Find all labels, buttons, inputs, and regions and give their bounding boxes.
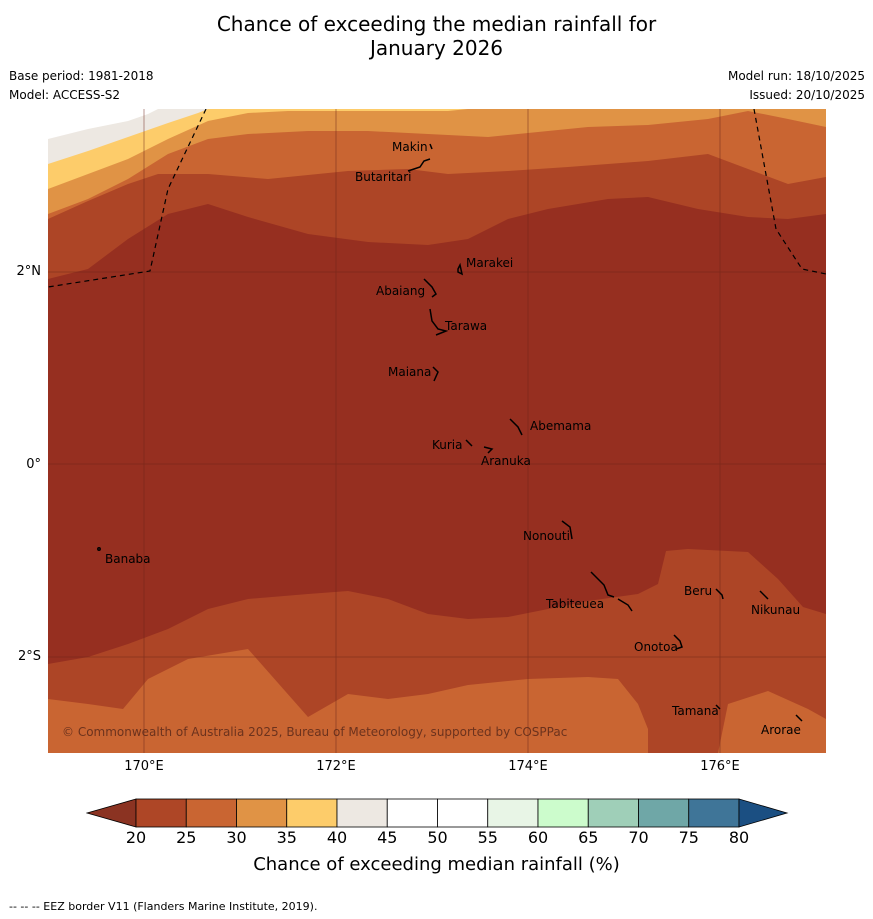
colorbar-tick-40: 40	[326, 828, 348, 847]
island-beru-shape	[715, 588, 724, 600]
colorbar-segment-c65_70	[587, 798, 639, 828]
colorbar-segment-c40_45	[336, 798, 388, 828]
band-25-30-south	[48, 649, 648, 753]
island-tabiteuea-shape-n	[590, 571, 615, 598]
issued-date: Issued: 20/10/2025	[749, 88, 865, 102]
colorbar	[86, 798, 789, 828]
island-abemama-shape	[509, 418, 523, 436]
colorbar-tick-60: 60	[527, 828, 549, 847]
colorbar-segment-c70_75	[638, 798, 690, 828]
meta-right: Model run: 18/10/2025 Issued: 20/10/2025	[728, 67, 865, 105]
place-label-arorae: Arorae	[761, 723, 801, 737]
colorbar-tick-35: 35	[276, 828, 297, 847]
meta-left: Base period: 1981-2018 Model: ACCESS-S2	[9, 67, 154, 105]
place-label-abemama: Abemama	[530, 419, 591, 433]
colorbar-segment-c60_65	[537, 798, 589, 828]
island-tabiteuea-shape-s	[617, 598, 633, 612]
place-label-tarawa: Tarawa	[444, 319, 487, 333]
island-marakei-shape	[457, 262, 464, 276]
island-butaritari-shape	[407, 158, 431, 172]
colorbar-tick-50: 50	[427, 828, 448, 847]
place-label-kuria: Kuria	[432, 438, 463, 452]
place-label-banaba: Banaba	[105, 552, 151, 566]
colorbar-tick-70: 70	[628, 828, 649, 847]
colorbar-tick-45: 45	[377, 828, 398, 847]
island-onotoa-shape	[673, 634, 683, 650]
colorbar-segment-c20_25	[135, 798, 187, 828]
colorbar-tick-55: 55	[477, 828, 498, 847]
island-makin-shape	[429, 143, 433, 150]
island-nonouti-shape	[561, 520, 573, 540]
place-label-maiana: Maiana	[388, 365, 431, 379]
island-outlines	[97, 143, 803, 722]
island-kuria-shape	[465, 439, 473, 447]
colorbar-tick-25: 25	[176, 828, 197, 847]
colorbar-tick-20: 20	[125, 828, 147, 847]
copyright-notice: © Commonwealth of Australia 2025, Bureau…	[62, 725, 567, 739]
colorbar-tick-75: 75	[678, 828, 699, 847]
band-35-40-north	[48, 109, 468, 189]
lat-label-0: 0°	[26, 457, 41, 472]
place-labels: Makin Butaritari Marakei Abaiang Tarawa …	[105, 140, 801, 737]
title-line-1: Chance of exceeding the median rainfall …	[216, 12, 657, 36]
model-run: Model run: 18/10/2025	[727, 69, 865, 83]
colorbar-segment-c25_30	[185, 798, 237, 828]
colorbar-segment-c55_60	[487, 798, 539, 828]
place-label-beru: Beru	[684, 584, 712, 598]
island-tarawa-shape	[429, 308, 449, 336]
island-tamana-shape	[715, 704, 721, 710]
colorbar-segment-c30_35	[236, 798, 288, 828]
title-line-2: January 2026	[369, 36, 504, 60]
place-label-makin: Makin	[392, 140, 428, 154]
colorbar-extend-high	[738, 798, 789, 828]
gridlines	[48, 109, 826, 753]
place-label-nikunau: Nikunau	[751, 603, 800, 617]
island-nikunau-shape	[759, 590, 769, 600]
colorbar-segment-c50_55	[437, 798, 489, 828]
place-label-nonouti: Nonouti	[523, 529, 570, 543]
eez-footnote: -- -- -- EEZ border V11 (Flanders Marine…	[9, 900, 318, 913]
base-period: Base period: 1981-2018	[9, 69, 154, 83]
island-aranuka-shape	[483, 446, 494, 454]
place-label-abaiang: Abaiang	[376, 284, 425, 298]
island-banaba-shape	[97, 547, 101, 551]
lon-label-174: 174°E	[508, 759, 548, 774]
lon-label-172: 172°E	[316, 759, 356, 774]
colorbar-tick-65: 65	[578, 828, 599, 847]
place-label-tamana: Tamana	[671, 704, 719, 718]
lat-label-2n: 2°N	[16, 264, 42, 279]
place-label-aranuka: Aranuka	[481, 454, 531, 468]
colorbar-extend-low	[86, 798, 137, 828]
island-arorae-shape	[795, 714, 803, 722]
band-above-north-edge	[48, 109, 158, 139]
island-maiana-shape	[432, 366, 439, 382]
colorbar-segment-c35_40	[286, 798, 338, 828]
colorbar-segments	[86, 798, 789, 828]
lon-label-176: 176°E	[700, 759, 740, 774]
lon-label-170: 170°E	[124, 759, 164, 774]
place-label-marakei: Marakei	[466, 256, 513, 270]
island-abaiang-shape	[423, 278, 437, 298]
lat-label-2s: 2°S	[17, 649, 41, 664]
chart-title: Chance of exceeding the median rainfall …	[0, 12, 873, 60]
eez-borders	[48, 109, 826, 288]
rainfall-map: Makin Butaritari Marakei Abaiang Tarawa …	[48, 109, 826, 753]
band-25-30-southeast	[718, 691, 826, 753]
colorbar-tick-30: 30	[226, 828, 247, 847]
colorbar-tick-80: 80	[728, 828, 750, 847]
place-label-butaritari: Butaritari	[355, 170, 412, 184]
model-name: Model: ACCESS-S2	[9, 88, 121, 102]
colorbar-title: Chance of exceeding median rainfall (%)	[253, 854, 620, 875]
place-label-tabiteuea: Tabiteuea	[545, 597, 604, 611]
band-25-30-north	[48, 109, 826, 289]
place-label-onotoa: Onotoa	[634, 640, 678, 654]
colorbar-segment-c45_50	[386, 798, 438, 828]
colorbar-segment-c75_80	[688, 798, 740, 828]
map-svg: Makin Butaritari Marakei Abaiang Tarawa …	[48, 109, 826, 753]
